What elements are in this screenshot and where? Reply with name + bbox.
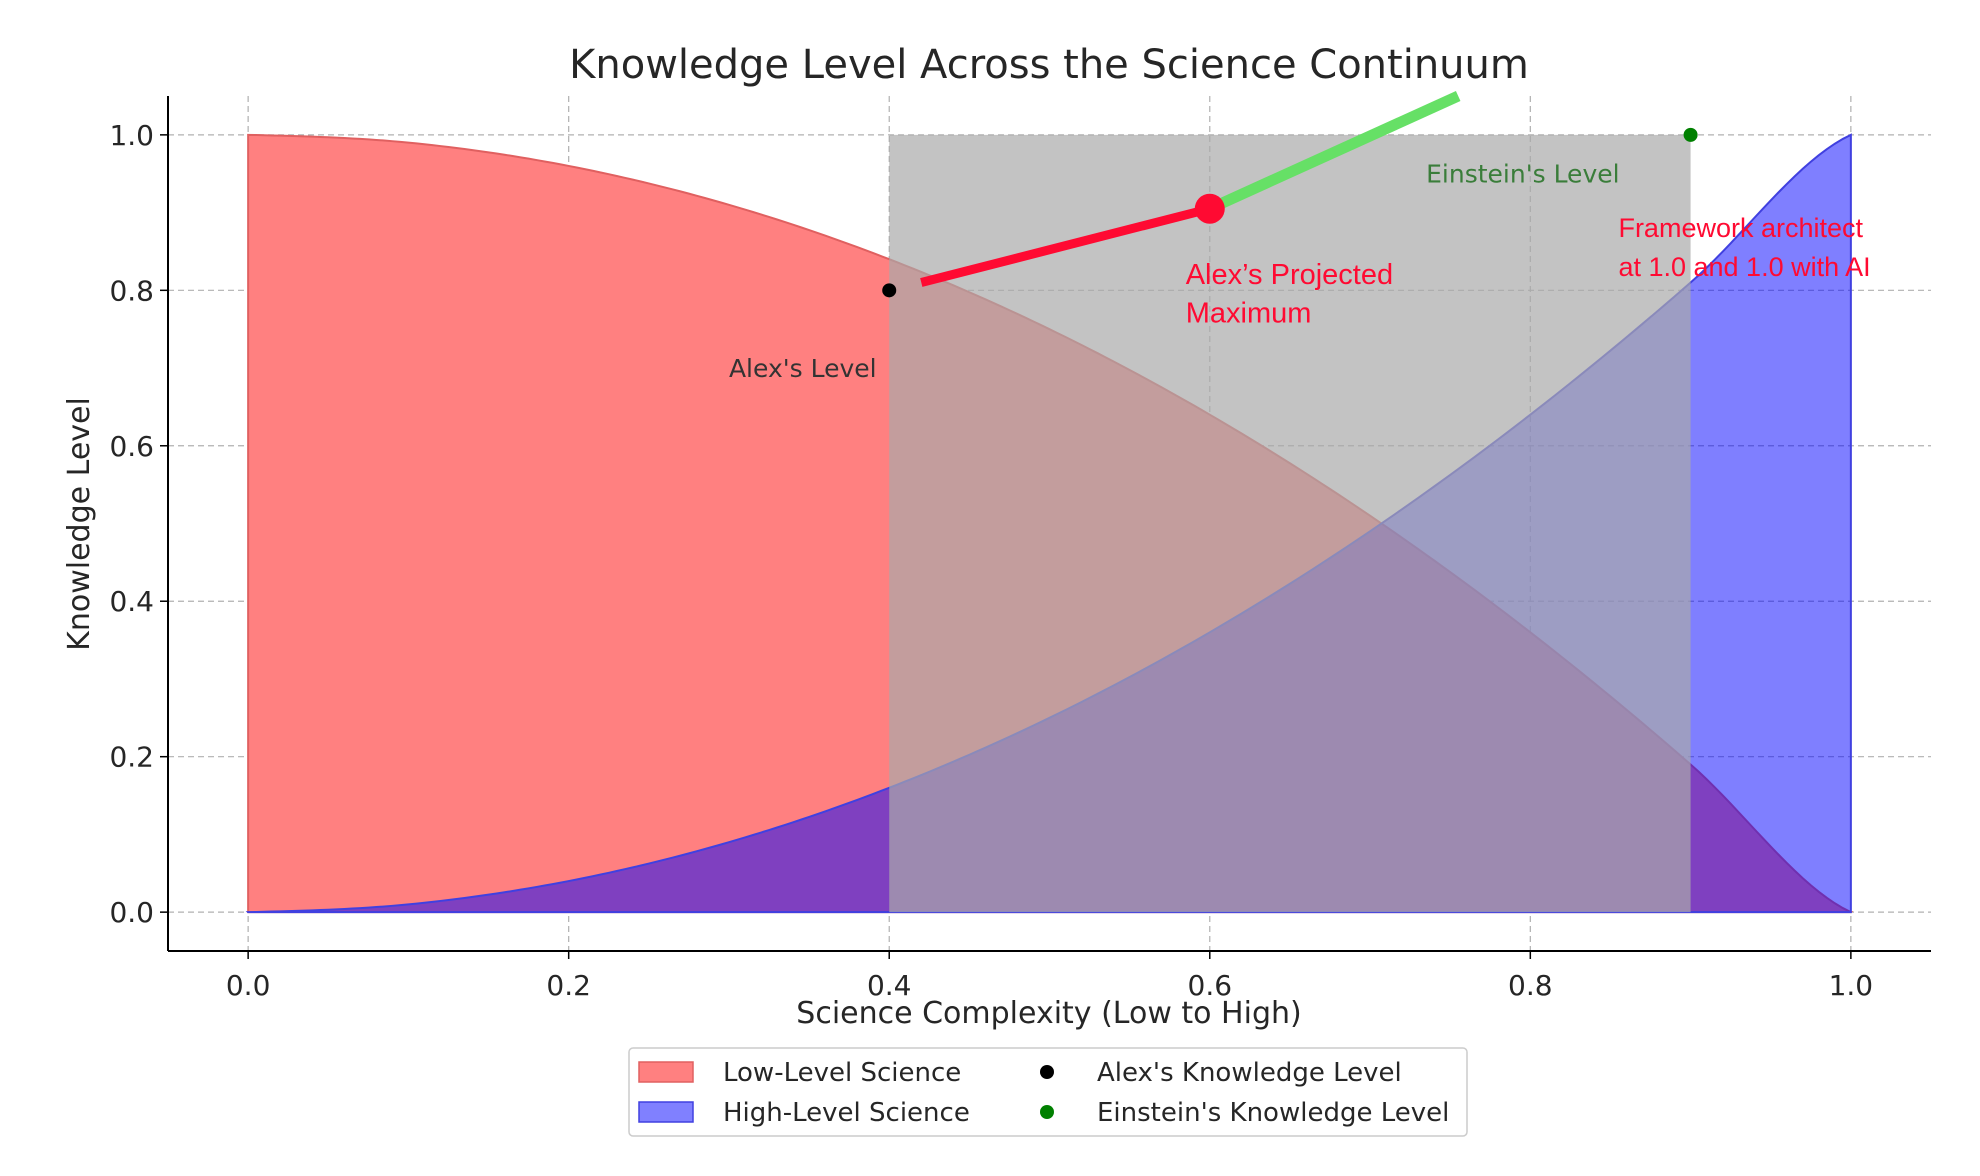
annotation-alex-level: Alex's Level — [729, 354, 877, 383]
legend-label-1: High-Level Science — [723, 1098, 970, 1128]
x-tick-label-0: 0.0 — [226, 969, 271, 1002]
y-tick-label-4: 0.8 — [109, 274, 154, 307]
axes — [167, 96, 1931, 952]
legend-box — [628, 1047, 1468, 1137]
annotation-framework-line2: at 1.0 and 1.0 with AI — [1618, 252, 1870, 282]
legend-label-2: Alex's Knowledge Level — [1097, 1058, 1402, 1088]
x-tick-label-4: 0.8 — [1508, 969, 1553, 1002]
green-projection-line — [1207, 90, 1461, 214]
x-tick-label-5: 1.0 — [1829, 969, 1874, 1002]
legend: Low-Level Science High-Level Science Alex'… — [628, 1047, 1468, 1137]
legend-label-0: Low-Level Science — [723, 1058, 961, 1088]
x-axis-label: Science Complexity (Low to High) — [796, 996, 1301, 1031]
projected-maximum-point — [1194, 193, 1225, 224]
red-projection-line — [920, 204, 1211, 287]
annotation-projected-line2: Maximum — [1186, 298, 1312, 330]
einstein-knowledge-point — [1683, 127, 1698, 142]
annotation-projected-line1: Alex’s Projected — [1186, 259, 1393, 291]
annotations: Alex's Level Einstein's Level Alex’s Proje… — [729, 160, 1871, 383]
annotation-framework-line1: Framework architect — [1618, 213, 1863, 243]
shaded-region — [889, 134, 1691, 913]
y-tick-label-3: 0.6 — [109, 430, 154, 463]
x-tick-label-1: 0.2 — [546, 969, 591, 1002]
chart-title: Knowledge Level Across the Science Conti… — [569, 42, 1529, 88]
legend-swatch-1 — [638, 1101, 694, 1123]
plot-series — [245, 90, 1852, 914]
y-tick-label-2: 0.4 — [109, 585, 154, 618]
annotation-einstein-level: Einstein's Level — [1426, 160, 1619, 189]
y-tick-label-5: 1.0 — [109, 119, 154, 152]
y-axis-label: Knowledge Level — [62, 397, 97, 651]
legend-marker-3 — [1040, 1105, 1054, 1119]
x-tick-label-2: 0.4 — [867, 969, 912, 1002]
legend-marker-2 — [1040, 1065, 1054, 1079]
alex-knowledge-point — [882, 283, 897, 298]
y-tick-label-0: 0.0 — [109, 896, 154, 929]
legend-label-3: Einstein's Knowledge Level — [1097, 1098, 1449, 1128]
x-tick-label-3: 0.6 — [1188, 969, 1233, 1002]
legend-swatch-0 — [638, 1061, 694, 1083]
y-tick-label-1: 0.2 — [109, 741, 154, 774]
tick-labels: 0.0 0.2 0.4 0.6 0.8 1.0 0.0 0.2 0.4 0.6 0.8 1.0 — [109, 119, 1873, 1002]
